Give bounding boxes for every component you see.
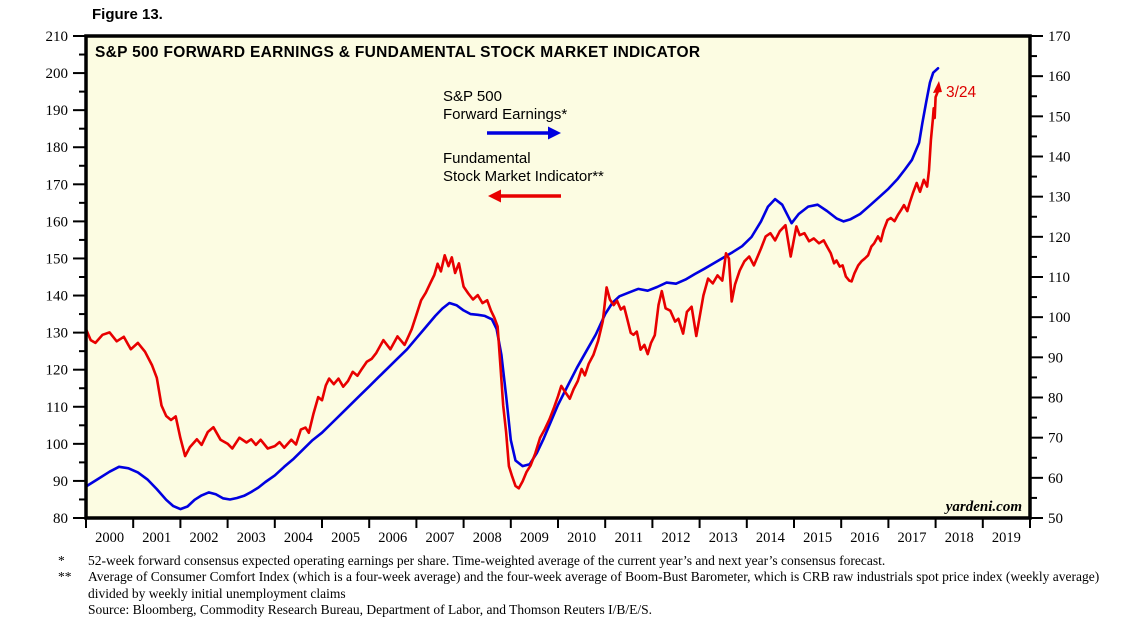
svg-text:2013: 2013 [709,530,738,546]
svg-text:150: 150 [46,251,69,267]
footnote-marker: ** [58,569,72,585]
svg-text:2018: 2018 [945,530,974,546]
svg-text:2010: 2010 [567,530,596,546]
chart-title: S&P 500 FORWARD EARNINGS & FUNDAMENTAL S… [95,44,700,61]
svg-text:2006: 2006 [378,530,407,546]
svg-text:2009: 2009 [520,530,549,546]
footnotes: * 52-week forward consensus expected ope… [58,553,1108,619]
watermark: yardeni.com [944,499,1022,515]
svg-text:2007: 2007 [426,530,455,546]
svg-text:2005: 2005 [331,530,360,546]
svg-text:170: 170 [46,177,69,193]
footnote-row: Source: Bloomberg, Commodity Research Bu… [58,602,1108,618]
svg-text:2002: 2002 [190,530,219,546]
legend-indicator-line2: Stock Market Indicator** [443,168,604,185]
svg-text:2004: 2004 [284,530,314,546]
plot-background [86,36,1030,518]
footnote-text: Average of Consumer Comfort Index (which… [88,569,1100,601]
footnote-text: Source: Bloomberg, Commodity Research Bu… [88,602,652,618]
svg-text:60: 60 [1048,471,1063,487]
svg-text:2000: 2000 [95,530,124,546]
legend-earnings: S&P 500 Forward Earnings* [443,88,567,140]
svg-text:110: 110 [1048,270,1070,286]
svg-text:2016: 2016 [850,530,879,546]
legend-indicator-line1: Fundamental [443,150,531,167]
legend-earnings-line1: S&P 500 [443,88,502,105]
svg-text:160: 160 [1048,69,1071,85]
svg-text:80: 80 [1048,391,1063,407]
svg-text:90: 90 [53,474,68,490]
svg-text:150: 150 [1048,109,1071,125]
footnote-row: * 52-week forward consensus expected ope… [58,553,1108,569]
svg-text:180: 180 [46,140,69,156]
annotation-arrow [932,81,942,94]
svg-text:2017: 2017 [898,530,927,546]
footnote-row: ** Average of Consumer Comfort Index (wh… [58,569,1108,602]
figure-label: Figure 13. [92,6,163,23]
svg-text:2012: 2012 [662,530,691,546]
chart-series [84,67,940,511]
svg-text:2011: 2011 [615,530,643,546]
svg-text:110: 110 [46,400,68,416]
svg-text:2008: 2008 [473,530,502,546]
svg-text:120: 120 [46,363,69,379]
svg-text:2003: 2003 [237,530,266,546]
svg-text:160: 160 [46,214,69,230]
svg-text:100: 100 [1048,310,1071,326]
svg-text:100: 100 [46,437,69,453]
svg-text:90: 90 [1048,350,1063,366]
svg-text:140: 140 [1048,150,1071,166]
right-arrow-icon [487,126,561,140]
footnote-text: 52-week forward consensus expected opera… [88,553,886,568]
footnote-marker [58,602,88,618]
svg-text:130: 130 [46,326,69,342]
svg-text:2001: 2001 [142,530,171,546]
svg-text:170: 170 [1048,29,1071,45]
svg-text:2015: 2015 [803,530,832,546]
svg-text:190: 190 [46,103,69,119]
svg-text:130: 130 [1048,190,1071,206]
svg-text:2014: 2014 [756,530,786,546]
svg-text:50: 50 [1048,511,1063,527]
left-arrow-icon [488,189,561,203]
svg-text:200: 200 [46,66,69,82]
svg-text:120: 120 [1048,230,1071,246]
legend-earnings-line2: Forward Earnings* [443,106,567,123]
line-chart: 8090100110120130140150160170180190200210… [46,29,1071,546]
svg-text:2019: 2019 [992,530,1021,546]
annotation-3-24: 3/24 [946,84,977,101]
legend-indicator: Fundamental Stock Market Indicator** [443,150,604,203]
svg-text:70: 70 [1048,431,1063,447]
footnote-marker: * [58,553,65,568]
svg-text:80: 80 [53,511,68,527]
svg-text:210: 210 [46,29,69,45]
axis-ticks-and-labels: 8090100110120130140150160170180190200210… [46,29,1071,546]
svg-text:140: 140 [46,289,69,305]
